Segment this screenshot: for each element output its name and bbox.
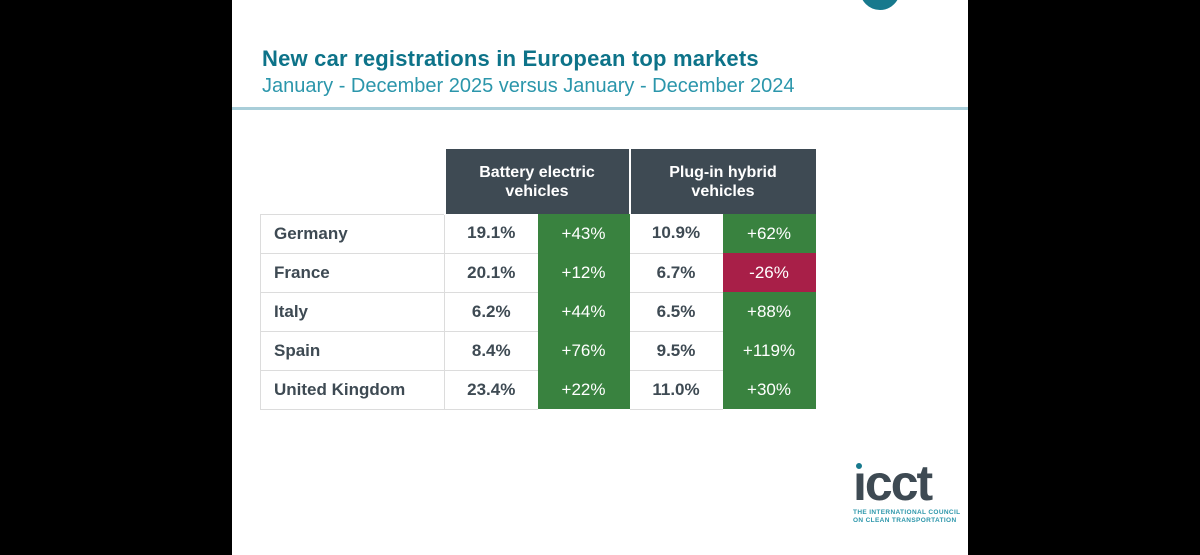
- table-row: Spain 8.4% +76% 9.5% +119%: [260, 331, 816, 371]
- country-label: United Kingdom: [260, 370, 445, 410]
- bev-change-value: +76%: [537, 331, 630, 370]
- table-row: Germany 19.1% +43% 10.9% +62%: [260, 214, 816, 254]
- table-header-row: Battery electric vehicles Plug-in hybrid…: [260, 149, 816, 215]
- bev-share-value: 6.2%: [444, 292, 538, 332]
- icct-tagline-line2: ON CLEAN TRANSPORTATION: [853, 517, 957, 524]
- country-label: France: [260, 253, 445, 293]
- header-divider: [232, 107, 968, 110]
- bev-change-value: +44%: [537, 292, 630, 331]
- bev-change-value: +12%: [537, 253, 630, 292]
- bev-change-value: +22%: [537, 370, 630, 409]
- page-title: New car registrations in European top ma…: [262, 46, 759, 71]
- table-header-bev: Battery electric vehicles: [443, 149, 630, 214]
- phev-share-value: 10.9%: [629, 214, 723, 254]
- bev-share-value: 23.4%: [444, 370, 538, 410]
- phev-change-value: +62%: [722, 214, 816, 253]
- bev-share-value: 8.4%: [444, 331, 538, 371]
- decorative-ring-icon: [860, 0, 900, 10]
- table-header-phev: Plug-in hybrid vehicles: [628, 149, 816, 214]
- phev-share-value: 11.0%: [629, 370, 723, 410]
- icct-dot-ring-icon: [856, 463, 862, 469]
- country-label: Spain: [260, 331, 445, 371]
- table-row: France 20.1% +12% 6.7% -26%: [260, 253, 816, 293]
- registrations-table: Battery electric vehicles Plug-in hybrid…: [260, 149, 816, 410]
- bev-share-value: 19.1%: [444, 214, 538, 254]
- icct-logo: ıcct THE INTERNATIONAL COUNCIL ON CLEAN …: [853, 458, 968, 525]
- phev-change-value: +88%: [722, 292, 816, 331]
- phev-share-value: 6.5%: [629, 292, 723, 332]
- phev-change-value: +119%: [722, 331, 816, 370]
- bev-share-value: 20.1%: [444, 253, 538, 293]
- phev-change-value: -26%: [722, 253, 816, 292]
- table-header-blank: [260, 149, 445, 215]
- phev-share-value: 6.7%: [629, 253, 723, 293]
- bev-change-value: +43%: [537, 214, 630, 253]
- page-subtitle: January - December 2025 versus January -…: [262, 75, 795, 97]
- country-label: Germany: [260, 214, 445, 254]
- content-panel: New car registrations in European top ma…: [232, 0, 968, 555]
- phev-change-value: +30%: [722, 370, 816, 409]
- phev-share-value: 9.5%: [629, 331, 723, 371]
- table-row: United Kingdom 23.4% +22% 11.0% +30%: [260, 370, 816, 410]
- icct-tagline-line1: THE INTERNATIONAL COUNCIL: [853, 509, 961, 516]
- icct-wordmark-text: ıcct: [853, 455, 933, 511]
- country-label: Italy: [260, 292, 445, 332]
- icct-wordmark: ıcct: [853, 458, 968, 508]
- table-row: Italy 6.2% +44% 6.5% +88%: [260, 292, 816, 332]
